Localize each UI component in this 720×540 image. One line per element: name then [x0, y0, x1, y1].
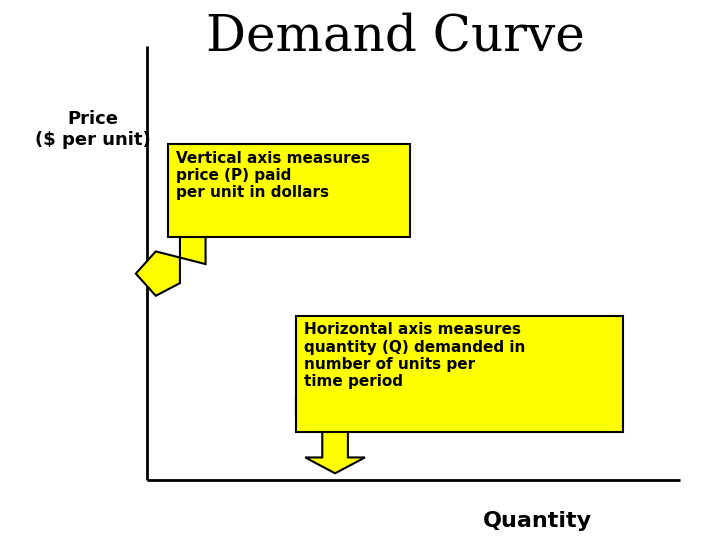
FancyBboxPatch shape	[296, 316, 624, 432]
Text: Price
($ per unit): Price ($ per unit)	[35, 110, 151, 148]
FancyBboxPatch shape	[168, 144, 410, 237]
Polygon shape	[296, 396, 365, 473]
Text: Demand Curve: Demand Curve	[206, 12, 585, 62]
Text: Horizontal axis measures
quantity (Q) demanded in
number of units per
time perio: Horizontal axis measures quantity (Q) de…	[305, 322, 526, 389]
Polygon shape	[136, 237, 206, 296]
Text: Quantity: Quantity	[483, 511, 593, 531]
Text: Vertical axis measures
price (P) paid
per unit in dollars: Vertical axis measures price (P) paid pe…	[176, 151, 370, 200]
